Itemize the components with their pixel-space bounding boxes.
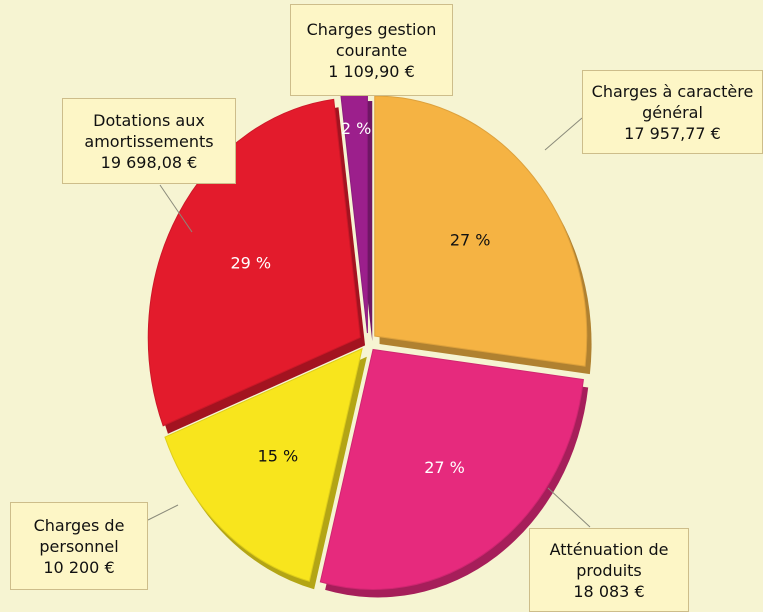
slice (164, 347, 363, 582)
amount-label: 17 957,77 € (624, 123, 721, 143)
label-box: Charges de personnel 10 200 € (10, 502, 148, 590)
leader-line (547, 487, 591, 528)
value-label: 27 % (450, 230, 491, 249)
value-label: 29 % (230, 254, 271, 273)
amount-label: 1 109,90 € (328, 61, 415, 81)
slice (319, 348, 584, 590)
leader-line (544, 117, 583, 151)
label-box: Charges gestion courante 1 109,90 € (290, 4, 453, 96)
category-label: Charges de personnel (33, 515, 125, 556)
label-box: Atténuation de produits 18 083 € (529, 528, 689, 612)
label-box: Charges à caractère général 17 957,77 € (582, 70, 763, 154)
leader-line (147, 504, 179, 521)
slice (374, 95, 588, 367)
amount-label: 19 698,08 € (100, 152, 198, 172)
category-label: Atténuation de produits (549, 539, 669, 580)
value-label: 27 % (424, 458, 465, 477)
amount-label: 10 200 € (43, 557, 115, 577)
category-label: Charges à caractère général (591, 81, 754, 122)
value-label: 15 % (258, 446, 299, 465)
leader-line (159, 184, 193, 233)
amount-label: 18 083 € (573, 581, 645, 601)
label-box: Dotations aux amortissements 19 698,08 € (62, 98, 236, 184)
value-label: 2 % (341, 119, 371, 138)
category-label: Charges gestion courante (306, 19, 437, 60)
category-label: Dotations aux amortissements (84, 110, 214, 151)
